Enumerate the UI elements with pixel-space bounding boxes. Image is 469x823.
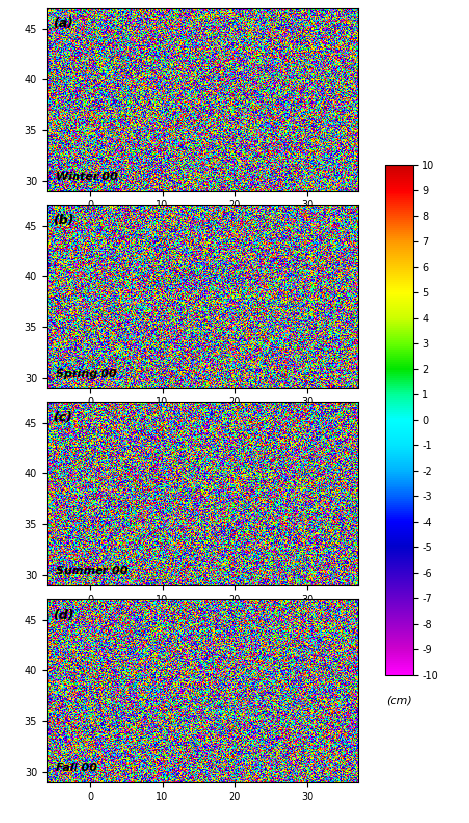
Text: Fall 00: Fall 00	[56, 763, 97, 773]
Text: Winter 00: Winter 00	[56, 171, 118, 182]
Text: (a): (a)	[53, 17, 73, 30]
Text: (cm): (cm)	[386, 695, 411, 705]
Text: Spring 00: Spring 00	[56, 369, 117, 379]
Text: Summer 00: Summer 00	[56, 565, 128, 575]
Text: (b): (b)	[53, 215, 74, 227]
Text: (d): (d)	[53, 608, 74, 621]
Text: (c): (c)	[53, 412, 72, 425]
